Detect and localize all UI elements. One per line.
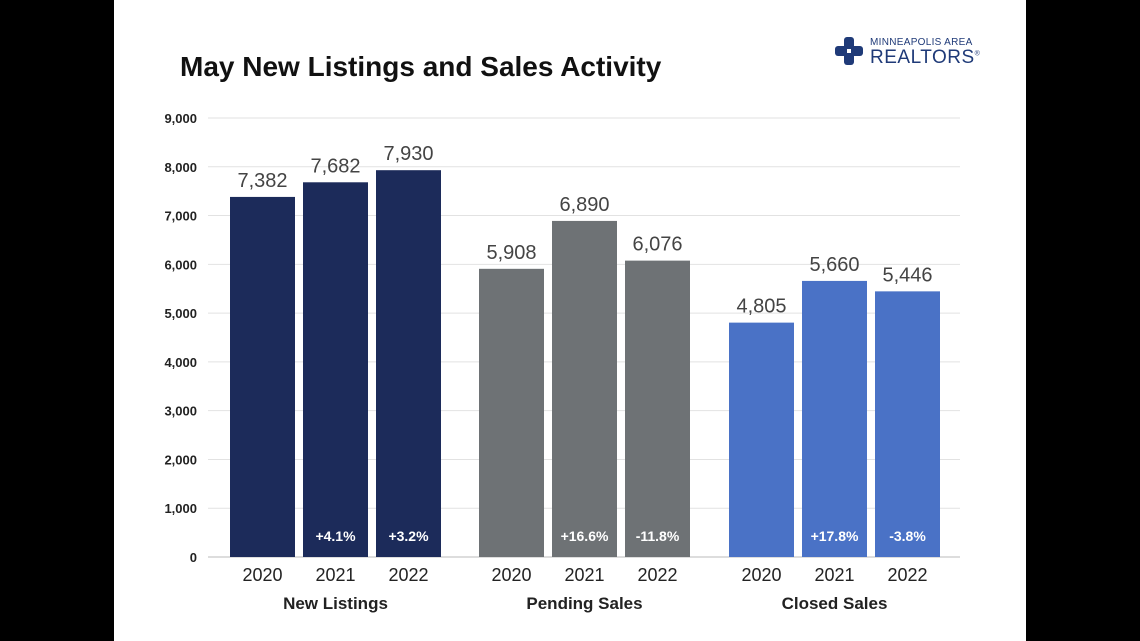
bar <box>625 260 690 557</box>
x-tick-label: 2022 <box>388 565 428 585</box>
bar-value-label: 7,682 <box>310 155 360 177</box>
y-tick-label: 6,000 <box>164 257 197 272</box>
y-tick-label: 0 <box>190 550 197 565</box>
bar <box>552 220 617 557</box>
x-tick-label: 2021 <box>814 565 854 585</box>
y-tick-label: 3,000 <box>164 404 197 419</box>
y-tick-label: 8,000 <box>164 160 197 175</box>
logo-wordmark: REALTORS <box>870 47 975 68</box>
x-tick-label: 2021 <box>315 565 355 585</box>
bar <box>802 280 867 557</box>
y-tick-label: 4,000 <box>164 355 197 370</box>
bar <box>230 196 295 558</box>
bar-change-label: +17.8% <box>811 528 859 544</box>
bar-change-label: +4.1% <box>315 528 356 544</box>
bar-change-label: -11.8% <box>636 528 680 544</box>
logo-cross-icon <box>835 37 863 65</box>
y-tick-label: 1,000 <box>164 501 197 516</box>
y-tick-label: 2,000 <box>164 452 197 467</box>
bar-change-label: +16.6% <box>561 528 609 544</box>
group-label: Pending Sales <box>526 594 642 613</box>
bar-value-label: 5,446 <box>882 264 932 286</box>
realtors-logo: MINNEAPOLIS AREA REALTORS® <box>834 34 984 70</box>
x-tick-label: 2022 <box>637 565 677 585</box>
bar <box>729 322 794 557</box>
y-tick-label: 7,000 <box>164 209 197 224</box>
group-label: New Listings <box>283 594 388 613</box>
bar-change-label: +3.2% <box>388 528 429 544</box>
x-tick-label: 2021 <box>564 565 604 585</box>
x-tick-label: 2020 <box>491 565 531 585</box>
bar-value-label: 4,805 <box>736 296 786 318</box>
group-label: Closed Sales <box>782 594 888 613</box>
y-tick-label: 5,000 <box>164 306 197 321</box>
bar-value-label: 7,382 <box>237 170 287 192</box>
bar-value-label: 6,890 <box>559 194 609 216</box>
x-tick-label: 2020 <box>242 565 282 585</box>
logo-registered-mark: ® <box>974 50 981 58</box>
x-tick-label: 2022 <box>887 565 927 585</box>
bar-value-label: 6,076 <box>632 234 682 256</box>
bar-value-label: 7,930 <box>383 143 433 165</box>
x-tick-label: 2020 <box>741 565 781 585</box>
bar-value-label: 5,908 <box>486 242 536 264</box>
chart-title: May New Listings and Sales Activity <box>180 51 662 82</box>
bar <box>303 182 368 557</box>
bar <box>376 170 441 558</box>
y-tick-label: 9,000 <box>164 111 197 126</box>
logo-line1: MINNEAPOLIS AREA <box>870 37 973 48</box>
logo-line2: REALTORS® <box>870 47 980 69</box>
bar-value-label: 5,660 <box>809 254 859 276</box>
bar <box>479 268 544 557</box>
bar-change-label: -3.8% <box>889 528 926 544</box>
bar <box>875 291 940 557</box>
